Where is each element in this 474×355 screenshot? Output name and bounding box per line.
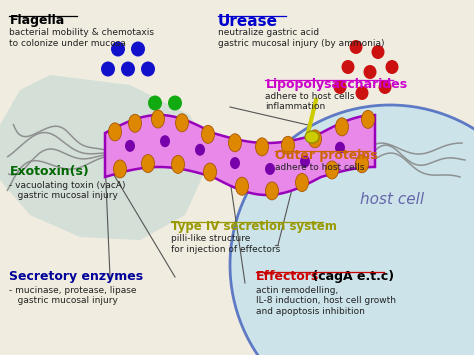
Ellipse shape (356, 155, 368, 173)
Ellipse shape (295, 174, 309, 191)
Ellipse shape (236, 177, 248, 195)
Text: adhere to host cells: adhere to host cells (275, 163, 365, 172)
Text: Lipopolysaccharides: Lipopolysaccharides (265, 78, 408, 91)
Ellipse shape (326, 161, 338, 179)
Ellipse shape (309, 130, 321, 148)
Ellipse shape (335, 142, 345, 154)
Ellipse shape (230, 105, 474, 355)
Ellipse shape (349, 40, 363, 54)
Ellipse shape (160, 135, 170, 147)
Text: Outer proteins: Outer proteins (275, 149, 378, 162)
Text: Type IV secretion system: Type IV secretion system (171, 220, 337, 233)
Ellipse shape (141, 61, 155, 76)
Text: neutralize gastric acid
gastric mucosal injury (by ammonia): neutralize gastric acid gastric mucosal … (218, 28, 384, 48)
Text: (cagA e.t.c): (cagA e.t.c) (308, 270, 394, 283)
Ellipse shape (125, 140, 135, 152)
Ellipse shape (356, 86, 368, 100)
Ellipse shape (175, 114, 189, 132)
Ellipse shape (385, 60, 399, 74)
Text: Flagella: Flagella (9, 14, 65, 27)
Polygon shape (0, 75, 210, 240)
Ellipse shape (379, 80, 392, 94)
Ellipse shape (282, 136, 294, 154)
Text: bacterial mobility & chemotaxis
to colonize under mucosa: bacterial mobility & chemotaxis to colon… (9, 28, 155, 48)
Ellipse shape (131, 42, 145, 56)
Ellipse shape (171, 142, 185, 158)
Text: actin remodelling,
IL-8 induction, host cell growth
and apoptosis inhibition: actin remodelling, IL-8 induction, host … (256, 286, 396, 316)
Ellipse shape (265, 163, 275, 175)
Ellipse shape (334, 80, 346, 94)
Ellipse shape (121, 61, 135, 76)
Ellipse shape (300, 155, 310, 168)
Ellipse shape (195, 144, 205, 156)
Text: Secretory enzymes: Secretory enzymes (9, 270, 144, 283)
Ellipse shape (168, 95, 182, 110)
Ellipse shape (128, 114, 142, 132)
Ellipse shape (172, 155, 184, 173)
Text: - mucinase, protease, lipase
   gastric mucosal injury: - mucinase, protease, lipase gastric muc… (9, 286, 137, 305)
Text: Urease: Urease (218, 14, 278, 29)
Text: Exotoxin(s): Exotoxin(s) (9, 165, 89, 178)
Ellipse shape (255, 138, 268, 156)
Ellipse shape (336, 118, 348, 136)
Ellipse shape (201, 125, 215, 143)
Polygon shape (105, 115, 375, 195)
Text: pilli-like structure
for injection of effectors: pilli-like structure for injection of ef… (171, 234, 280, 253)
Ellipse shape (372, 45, 384, 59)
Ellipse shape (230, 157, 240, 169)
Ellipse shape (113, 160, 127, 178)
Ellipse shape (141, 120, 155, 135)
Ellipse shape (151, 142, 165, 158)
Ellipse shape (203, 163, 217, 181)
Ellipse shape (341, 60, 355, 74)
Ellipse shape (142, 154, 155, 173)
Text: Effectors: Effectors (256, 270, 319, 283)
Ellipse shape (364, 65, 376, 79)
Ellipse shape (305, 131, 319, 143)
Ellipse shape (111, 42, 125, 56)
Ellipse shape (161, 120, 175, 135)
Text: host cell: host cell (360, 192, 424, 207)
Ellipse shape (109, 123, 121, 141)
Ellipse shape (362, 110, 374, 129)
Ellipse shape (152, 110, 164, 128)
Ellipse shape (265, 182, 279, 200)
Text: adhere to host cells
inflammation: adhere to host cells inflammation (265, 92, 355, 111)
Ellipse shape (101, 61, 115, 76)
Text: - vacuolating toxin (vacA)
   gastric mucosal injury: - vacuolating toxin (vacA) gastric mucos… (9, 181, 126, 201)
Ellipse shape (228, 134, 241, 152)
Ellipse shape (148, 95, 162, 110)
